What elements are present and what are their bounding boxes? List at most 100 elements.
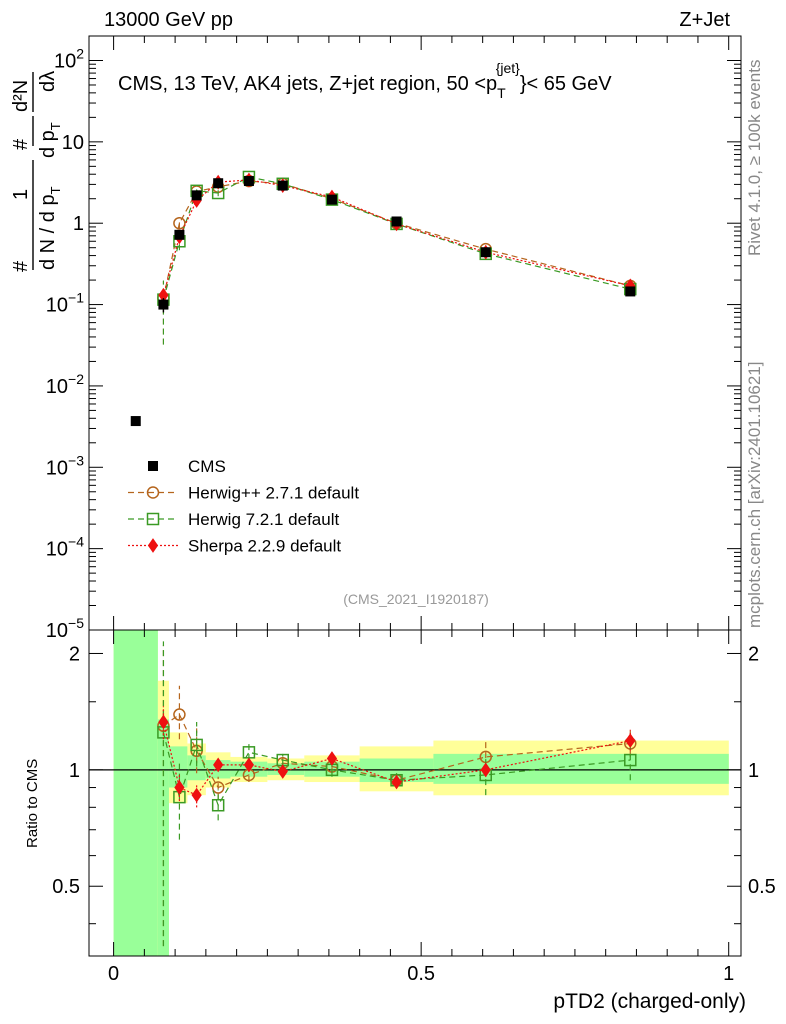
cms-point-5 (243, 176, 254, 187)
ratio-ytick-label-1: 1 (69, 760, 80, 782)
ratio-frame (88, 629, 742, 957)
cms-point-4 (213, 178, 224, 189)
main-frame (88, 35, 742, 631)
main-ytick-label-5: 10−3 (46, 452, 84, 479)
legend-label-2: Herwig 7.2.1 default (188, 510, 339, 529)
process-label: Z+Jet (679, 9, 730, 31)
ratio-marker-2-9 (625, 733, 636, 749)
ratio-ylabel: Ratio to CMS (24, 759, 41, 848)
ratio-marker-1-2 (190, 738, 203, 752)
y-axis-label: # 1 d N / d pT # d pT d²N dλ (10, 71, 63, 272)
ratio-ytick-label-r-2: 0.5 (748, 876, 776, 898)
main-x-axis (113, 36, 730, 630)
ratio-marker-0-3 (211, 781, 225, 794)
ylabel-dlam: dλ (37, 71, 59, 92)
chart-title-sub: T (497, 85, 506, 101)
ratio-marker-1-9 (624, 753, 637, 767)
x-tick-label-2: 1 (723, 963, 734, 985)
ratio-marker-2-3 (213, 757, 224, 773)
ratio-marker-2-1 (174, 780, 185, 795)
ratio-ytick-label-2: 0.5 (52, 876, 80, 898)
legend-label-3: Sherpa 2.2.9 default (188, 537, 341, 556)
ratio-series-2 (158, 706, 636, 808)
cms-data (130, 176, 636, 427)
ylabel-one: 1 (10, 189, 32, 200)
main-line-1 (162, 176, 631, 300)
ylabel-dpt: d pT (37, 122, 63, 158)
chart-title: CMS, 13 TeV, AK4 jets, Z+jet region, 50 … (118, 60, 612, 101)
legend-marker-1 (146, 486, 160, 499)
main-line-2 (162, 179, 631, 296)
analysis-id: (CMS_2021_I1920187) (343, 591, 489, 607)
ratio-marker-1-3 (211, 798, 225, 812)
ratio-series-0 (157, 645, 637, 947)
cms-point-9 (480, 247, 491, 258)
main-series-1 (157, 170, 637, 345)
main-marker-0-1 (173, 216, 186, 230)
main-ytick-label-4: 10−2 (46, 371, 84, 398)
main-series-2 (158, 172, 636, 303)
main-ytick-label-6: 10−4 (46, 534, 84, 561)
x-axis-label: pTD2 (charged-only) (553, 990, 746, 1013)
energy-label: 13000 GeV pp (104, 9, 233, 31)
rivet-label: Rivet 4.1.0, ≥ 100k events (745, 60, 764, 256)
ratio-line-0 (163, 713, 631, 789)
main-ytick-label-0: 102 (54, 45, 84, 72)
legend-item-3: Sherpa 2.2.9 default (128, 537, 341, 556)
legend-marker-2 (146, 512, 160, 526)
main-ytick-label-2: 1 (73, 213, 84, 235)
chart-title-tail: }< 65 GeV (520, 73, 612, 95)
ylabel-dn: d N / d pT (37, 186, 63, 270)
ratio-ytick-label-r-1: 1 (748, 760, 759, 782)
main-y-axis: 102 10 1 10−1 10−2 10−3 10−4 10−5 (46, 35, 741, 642)
cms-point-3 (191, 190, 202, 201)
ratio-x-axis: 0 0.5 1 (108, 630, 734, 985)
ratio-marker-2-6 (326, 751, 338, 766)
ratio-marker-0-1 (173, 708, 186, 721)
cms-point-0 (130, 416, 141, 427)
band-inner-0 (113, 630, 158, 956)
ratio-line-2 (162, 721, 631, 796)
ratio-marker-2-5 (277, 764, 288, 779)
mcplots-label: mcplots.cern.ch [arXiv:2401.10621] (745, 362, 764, 628)
main-ytick-label-7: 10−5 (46, 615, 84, 642)
legend-item-1: Herwig++ 2.7.1 default (128, 484, 359, 503)
cms-point-6 (277, 180, 288, 191)
main-ytick-label-3: 10−1 (46, 290, 84, 317)
legend-label-0: CMS (188, 457, 226, 476)
legend-marker-3 (147, 538, 159, 553)
ratio-marker-2-2 (191, 787, 202, 803)
ratio-panel: 2 21 10.5 0.5 0 0.5 1 Ratio to CMS (24, 629, 776, 985)
cms-point-2 (174, 229, 185, 240)
ratio-y-axis: 2 2 1 1 0.5 0.5 (52, 643, 776, 925)
ylabel-hash-mid: # (10, 138, 32, 150)
ratio-marker-2-0 (158, 714, 169, 730)
legend: CMS Herwig++ 2.7.1 default Herwig 7.2.1 de… (128, 457, 359, 556)
legend-label-1: Herwig++ 2.7.1 default (188, 484, 359, 503)
band-inner-last (433, 753, 729, 784)
ratio-ytick-label-0: 2 (69, 643, 80, 665)
main-line-0 (162, 180, 631, 299)
ratio-marker-2-4 (243, 757, 255, 773)
cms-point-7 (326, 194, 337, 205)
legend-item-0: CMS (148, 457, 226, 476)
x-tick-label-1: 0.5 (407, 963, 435, 985)
ratio-line-1 (162, 732, 631, 807)
ratio-marker-2-7 (391, 774, 402, 790)
band-inner-3 (168, 746, 188, 788)
chart-title-main: CMS, 13 TeV, AK4 jets, Z+jet region, 50 … (118, 73, 497, 95)
cms-point-8 (391, 216, 402, 227)
cms-point-1 (158, 299, 169, 310)
main-plot-layer (130, 170, 637, 427)
legend-marker-0 (148, 461, 158, 471)
x-tick-label-0: 0 (108, 963, 119, 985)
ylabel-d2n: d²N (10, 80, 32, 112)
main-series-0 (157, 174, 637, 345)
main-ytick-label-1: 10 (62, 132, 84, 154)
ylabel-hash-left: # (10, 260, 32, 272)
cms-point-10 (625, 286, 636, 297)
legend-item-2: Herwig 7.2.1 default (128, 510, 339, 529)
ratio-marker-2-8 (480, 762, 491, 778)
ratio-plot-layer (89, 630, 741, 956)
